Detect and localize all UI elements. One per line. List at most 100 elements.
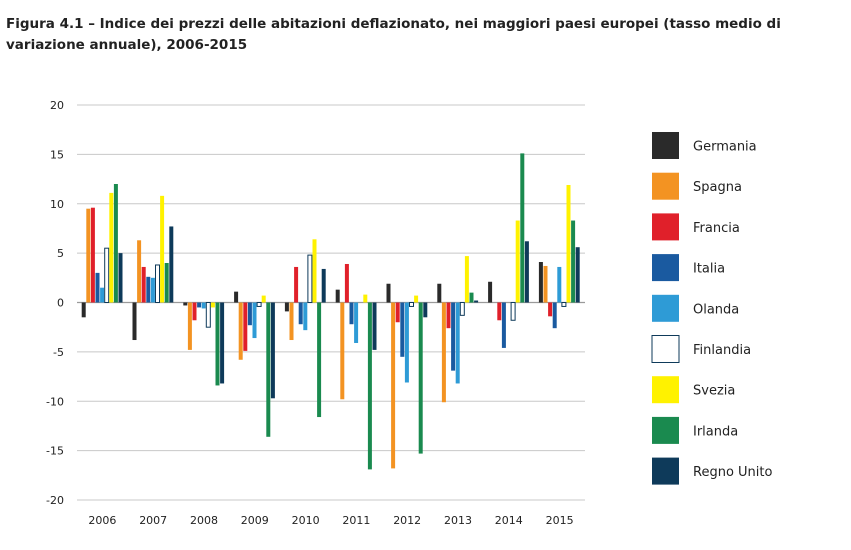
- legend-label: Regno Unito: [693, 465, 772, 480]
- bar-svezia-2013: [464, 256, 469, 303]
- bar-regno-unito-2007: [169, 226, 174, 303]
- x-tick-label: 2015: [546, 514, 574, 527]
- bar-germania-2013: [437, 283, 442, 303]
- legend-swatch-irlanda: [652, 416, 679, 444]
- y-tick-label: 15: [50, 148, 64, 161]
- bar-germania-2006: [81, 302, 86, 318]
- legend-label: Finlandia: [693, 343, 751, 358]
- y-tick-label: 10: [50, 198, 64, 211]
- bar-svezia-2012: [414, 295, 419, 303]
- bar-italia-2015: [552, 302, 557, 329]
- bar-irlanda-2008: [215, 302, 220, 386]
- legend-swatch-olanda: [652, 294, 679, 322]
- legend-label: Francia: [693, 221, 740, 236]
- bar-spagna-2007: [137, 240, 142, 303]
- y-tick-label: 20: [50, 99, 64, 112]
- bar-francia-2012: [395, 302, 400, 323]
- bar-olanda-2011: [354, 302, 359, 343]
- bar-irlanda-2010: [317, 302, 322, 418]
- bar-germania-2008: [183, 302, 188, 306]
- bar-spagna-2015: [543, 265, 548, 303]
- bar-finlandia-2015: [561, 302, 567, 307]
- bar-germania-2012: [386, 283, 391, 303]
- legend-swatch-italia: [652, 254, 679, 282]
- chart-title: Figura 4.1 – Indice dei prezzi delle abi…: [6, 16, 781, 53]
- bar-olanda-2010: [303, 302, 308, 331]
- bar-germania-2011: [335, 289, 340, 303]
- x-axis-ticks: 2006 2007 2008 2009 2010 2011 2012 2013 2014 2015: [88, 514, 573, 527]
- legend-label: Spagna: [693, 180, 742, 195]
- bar-svezia-2009: [261, 295, 266, 303]
- bar-regno-unito-2013: [474, 300, 479, 303]
- bar-svezia-2014: [515, 220, 520, 303]
- bar-olanda-2009: [252, 302, 257, 339]
- bar-svezia-2011: [363, 294, 368, 303]
- bar-francia-2007: [141, 266, 146, 303]
- bar-svezia-2006: [109, 192, 114, 303]
- x-tick-label: 2011: [342, 514, 370, 527]
- bar-irlanda-2014: [520, 153, 525, 303]
- bar-irlanda-2011: [367, 302, 372, 470]
- x-tick-label: 2006: [88, 514, 116, 527]
- bar-finlandia-2008: [205, 302, 211, 328]
- bar-germania-2010: [284, 302, 289, 312]
- bar-svezia-2008: [210, 302, 215, 308]
- x-tick-label: 2009: [241, 514, 269, 527]
- bar-finlandia-2007: [155, 264, 160, 304]
- bar-regno-unito-2009: [270, 302, 275, 399]
- bar-germania-2015: [538, 262, 543, 303]
- legend-label: Irlanda: [693, 424, 738, 439]
- bar-irlanda-2012: [418, 302, 423, 454]
- legend-label: Svezia: [693, 384, 735, 399]
- x-tick-label: 2008: [190, 514, 218, 527]
- legend-swatch-finlandia: [651, 335, 680, 363]
- y-tick-label: 5: [57, 247, 64, 260]
- bar-regno-unito-2006: [118, 253, 123, 303]
- bar-regno-unito-2008: [220, 302, 225, 384]
- bar-finlandia-2014: [510, 302, 516, 321]
- x-tick-label: 2010: [292, 514, 320, 527]
- bar-olanda-2013: [455, 302, 460, 384]
- bar-irlanda-2006: [113, 184, 118, 303]
- legend-swatch-spagna: [652, 172, 679, 200]
- bar-francia-2006: [90, 207, 95, 303]
- bar-olanda-2006: [100, 287, 105, 303]
- bar-italia-2008: [197, 302, 202, 308]
- bar-irlanda-2009: [266, 302, 271, 437]
- bar-spagna-2011: [340, 302, 345, 400]
- y-tick-label: -20: [46, 494, 64, 507]
- legend: Germania Spagna Francia Italia Olanda Finland…: [651, 132, 772, 485]
- bar-spagna-2009: [238, 302, 243, 360]
- bar-germania-2014: [488, 281, 493, 303]
- legend-swatch-regno-unito: [652, 457, 679, 485]
- bar-regno-unito-2014: [524, 241, 529, 303]
- bars: [81, 153, 580, 470]
- bar-francia-2008: [192, 302, 197, 321]
- bar-francia-2009: [243, 302, 248, 351]
- bar-finlandia-2010: [307, 254, 313, 304]
- bar-spagna-2010: [289, 302, 294, 341]
- bar-finlandia-2012: [409, 302, 414, 307]
- y-tick-label: -10: [46, 395, 64, 408]
- y-axis-ticks: 20 15 10 5 0 -5 -10 -15 -20: [46, 99, 64, 507]
- legend-label: Germania: [693, 140, 757, 155]
- bar-francia-2015: [548, 302, 553, 317]
- legend-label: Olanda: [693, 302, 739, 317]
- bar-germania-2007: [132, 302, 137, 341]
- bar-spagna-2013: [441, 302, 446, 403]
- y-tick-label: -5: [53, 346, 64, 359]
- bar-francia-2014: [497, 302, 502, 321]
- bar-finlandia-2006: [104, 247, 110, 304]
- bar-irlanda-2015: [571, 220, 576, 303]
- bar-italia-2009: [247, 302, 252, 326]
- bar-regno-unito-2015: [575, 247, 580, 303]
- bar-spagna-2006: [86, 208, 91, 303]
- bar-svezia-2015: [566, 184, 571, 303]
- bar-spagna-2008: [187, 302, 192, 350]
- bar-olanda-2015: [557, 266, 562, 303]
- bar-francia-2013: [446, 302, 451, 329]
- legend-swatch-germania: [652, 132, 679, 159]
- y-tick-label: 0: [57, 297, 64, 310]
- bar-italia-2006: [95, 272, 100, 303]
